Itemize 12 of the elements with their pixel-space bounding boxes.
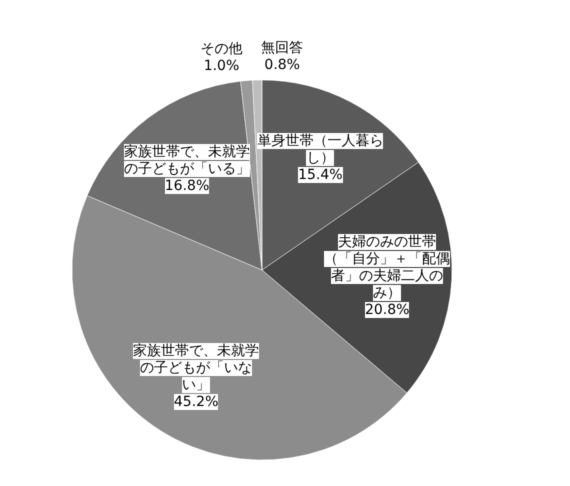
slice-label: 家族世帯で、未就学の子どもが「いる」 (124, 144, 250, 177)
slice-label: 無回答 (261, 40, 304, 56)
data-label: 1.0% (204, 58, 240, 74)
data-label: 20.8% (364, 302, 410, 318)
data-label: 16.8% (164, 178, 210, 194)
data-label: 0.8% (264, 57, 300, 74)
slice-label: その他 (200, 40, 242, 57)
data-label: 15.4% (298, 167, 343, 184)
slice-label: 夫婦のみの世帯（「自分」＋「配偶者」の夫婦二人のみ） (324, 234, 450, 301)
slice-label: 家族世帯で、未就学の子どもが「いない」 (133, 342, 260, 393)
data-label: 45.2% (174, 394, 218, 410)
slice-label: 単身世帯（一人暮らし） (257, 133, 384, 166)
